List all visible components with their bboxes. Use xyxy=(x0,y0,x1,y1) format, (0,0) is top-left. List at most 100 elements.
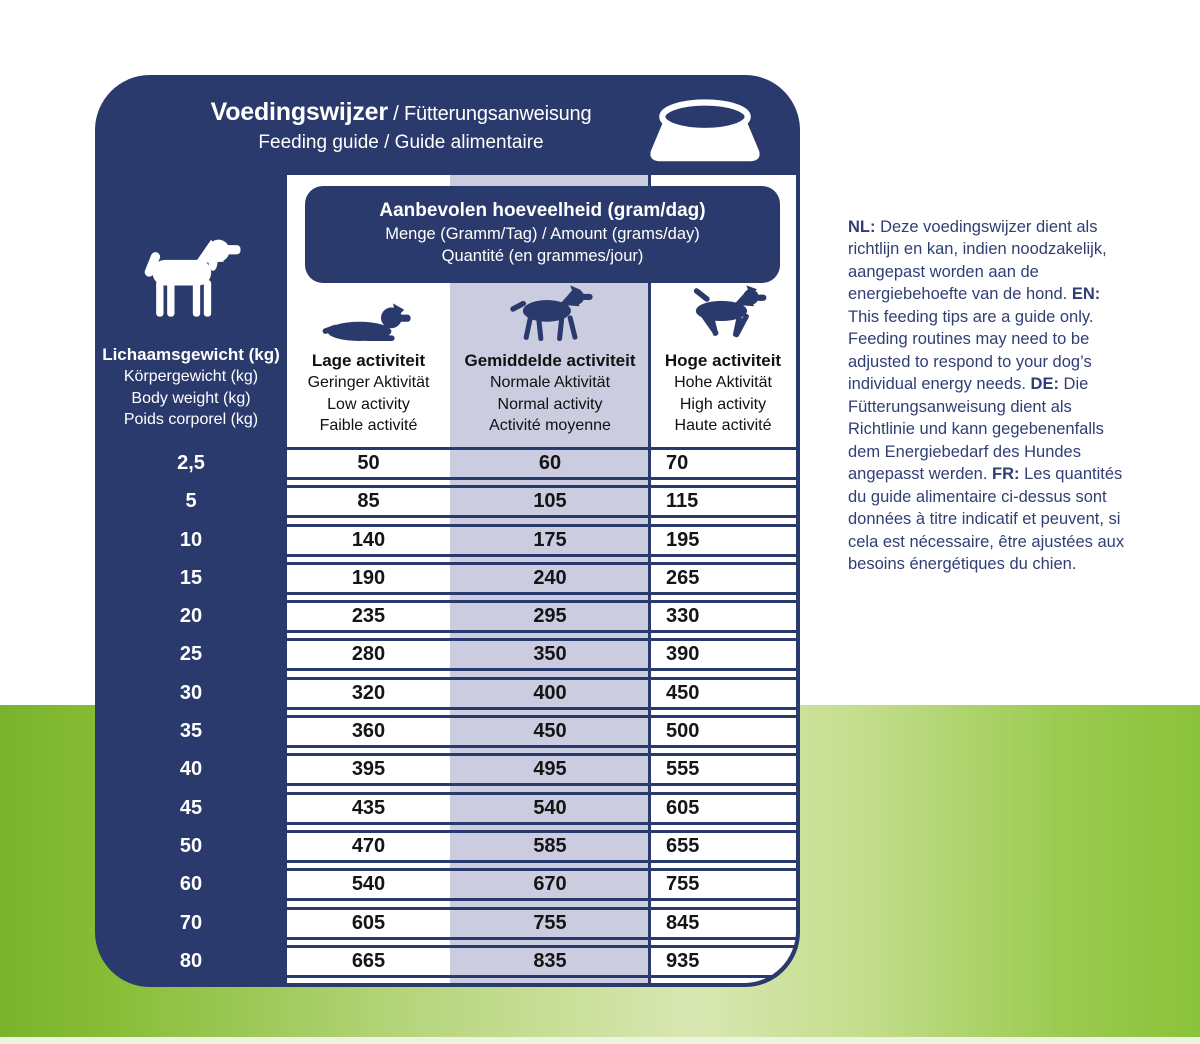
low-activity-value: 85 xyxy=(357,490,380,513)
table-row: 20 235 295 330 xyxy=(95,600,796,634)
normal-activity-labels: Gemiddelde activiteit Normale Aktivität No… xyxy=(450,349,650,437)
low-activity-value: 540 xyxy=(351,873,386,896)
normal-activity-value: 105 xyxy=(533,490,567,513)
normal-activity-value: 175 xyxy=(533,528,567,551)
high-activity-labels: Hoge activiteit Hohe Aktivität High activi… xyxy=(650,349,796,437)
label-line: Haute activité xyxy=(674,417,772,434)
table-row: 35 360 450 500 xyxy=(95,715,796,749)
title-line-2: Feeding guide / Guide alimentaire xyxy=(258,132,544,153)
high-activity-value: 845 xyxy=(666,911,700,934)
table-row: 2,5 50 60 70 xyxy=(95,447,796,480)
low-activity-value: 190 xyxy=(351,566,386,589)
row-values: 605 755 845 xyxy=(287,906,796,940)
row-values: 360 450 500 xyxy=(287,715,796,749)
row-values: 235 295 330 xyxy=(287,600,796,634)
label-line: Hohe Aktivität xyxy=(674,374,772,391)
low-activity-value: 470 xyxy=(351,834,386,857)
low-activity-labels: Lage activiteit Geringer Aktivität Low act… xyxy=(287,349,450,437)
row-values: 435 540 605 xyxy=(287,791,796,825)
normal-activity-value: 400 xyxy=(533,681,567,704)
low-activity-value: 280 xyxy=(351,643,386,666)
high-activity-value: 195 xyxy=(666,528,700,551)
row-values: 540 670 755 xyxy=(287,868,796,902)
low-activity-value: 140 xyxy=(351,528,386,551)
normal-activity-value: 540 xyxy=(533,796,567,819)
row-values: 190 240 265 xyxy=(287,561,796,595)
table-row: 50 470 585 655 xyxy=(95,829,796,863)
body-weight-value: 60 xyxy=(179,873,203,896)
label-line: Low activity xyxy=(327,395,410,413)
label-line: High activity xyxy=(679,395,767,413)
standing-dog-icon xyxy=(95,227,287,329)
normal-activity-value: 585 xyxy=(533,834,567,857)
normal-activity-value: 295 xyxy=(533,605,567,628)
row-values: 470 585 655 xyxy=(287,829,796,863)
body-weight-value: 35 xyxy=(179,720,203,743)
normal-activity-value: 835 xyxy=(533,949,567,972)
table-row: 25 280 350 390 xyxy=(95,638,796,672)
table-row: 70 605 755 845 xyxy=(95,906,796,940)
table-row: 15 190 240 265 xyxy=(95,561,796,595)
label-line: Body weight (kg) xyxy=(131,389,251,407)
label-line: Gemiddelde activiteit xyxy=(464,351,636,370)
normal-activity-value: 755 xyxy=(533,911,567,934)
multilingual-notes: NL: Deze voedingswijzer dient als richtl… xyxy=(848,217,1125,574)
body-weight-value: 45 xyxy=(179,796,203,819)
high-activity-value: 755 xyxy=(666,873,700,896)
high-activity-value: 330 xyxy=(666,605,700,628)
walking-dog-icon xyxy=(450,283,650,345)
normal-activity-value: 350 xyxy=(533,643,567,666)
high-activity-value: 450 xyxy=(666,681,700,704)
language-label: EN: xyxy=(1071,285,1101,303)
feeding-guide-panel: Voedingswijzer / Fütterungsanweisung Fee… xyxy=(95,75,800,987)
label-line: Poids corporel (kg) xyxy=(123,411,259,428)
high-activity-value: 605 xyxy=(666,796,700,819)
body-weight-value: 50 xyxy=(179,834,203,857)
label-line: Hoge activiteit xyxy=(664,351,782,370)
header-line-3: Quantité (en grammes/jour) xyxy=(441,247,644,265)
low-activity-value: 605 xyxy=(351,911,386,934)
row-values: 85 105 115 xyxy=(287,485,796,519)
running-dog-icon xyxy=(650,283,796,345)
panel-title: Voedingswijzer / Fütterungsanweisung Fee… xyxy=(95,97,707,156)
column-header-normal-activity: Gemiddelde activiteit Normale Aktivität No… xyxy=(450,283,650,443)
label-line: Activité moyenne xyxy=(489,417,611,434)
title-line-1: Voedingswijzer / Fütterungsanweisung xyxy=(95,97,707,129)
low-activity-value: 395 xyxy=(351,758,386,781)
column-header-high-activity: Hoge activiteit Hohe Aktivität High activi… xyxy=(650,283,796,443)
table-rows: 2,5 50 60 70 5 85 105 115 10 140 175 195 15 190 240 265… xyxy=(95,447,796,983)
normal-activity-value: 495 xyxy=(533,758,567,781)
label-line: Körpergewicht (kg) xyxy=(123,368,259,385)
label-line: Lage activiteit xyxy=(311,351,426,370)
table-row: 30 320 400 450 xyxy=(95,676,796,710)
low-activity-value: 235 xyxy=(351,605,386,628)
normal-activity-value: 670 xyxy=(533,873,567,896)
language-label: DE: xyxy=(1030,375,1059,393)
row-values: 665 835 935 xyxy=(287,944,796,978)
label-line: Normale Aktivität xyxy=(489,374,611,391)
body-weight-value: 70 xyxy=(179,911,203,934)
low-activity-value: 360 xyxy=(351,720,386,743)
activity-column-headers: Lage activiteit Geringer Aktivität Low act… xyxy=(287,283,796,443)
label-line: Normal activity xyxy=(497,395,603,413)
table-row: 60 540 670 755 xyxy=(95,868,796,902)
dog-bowl-icon xyxy=(650,99,760,162)
column-header-low-activity: Lage activiteit Geringer Aktivität Low act… xyxy=(287,283,450,443)
low-activity-value: 50 xyxy=(357,452,380,474)
high-activity-value: 70 xyxy=(666,452,689,474)
high-activity-value: 500 xyxy=(666,720,700,743)
body-weight-value: 2,5 xyxy=(177,452,205,474)
body-weight-value: 15 xyxy=(179,566,203,589)
normal-activity-value: 450 xyxy=(533,720,567,743)
table-row: 40 395 495 555 xyxy=(95,753,796,787)
high-activity-value: 655 xyxy=(666,834,700,857)
label-line: Faible activité xyxy=(319,417,418,434)
low-activity-value: 320 xyxy=(351,681,386,704)
table-row: 80 665 835 935 xyxy=(95,944,796,978)
row-values: 320 400 450 xyxy=(287,676,796,710)
lying-dog-icon xyxy=(287,283,450,345)
green-band-fade xyxy=(0,1037,1200,1044)
body-weight-header: Lichaamsgewicht (kg) Körpergewicht (kg) Bo… xyxy=(95,227,287,431)
normal-activity-value: 240 xyxy=(533,566,567,589)
